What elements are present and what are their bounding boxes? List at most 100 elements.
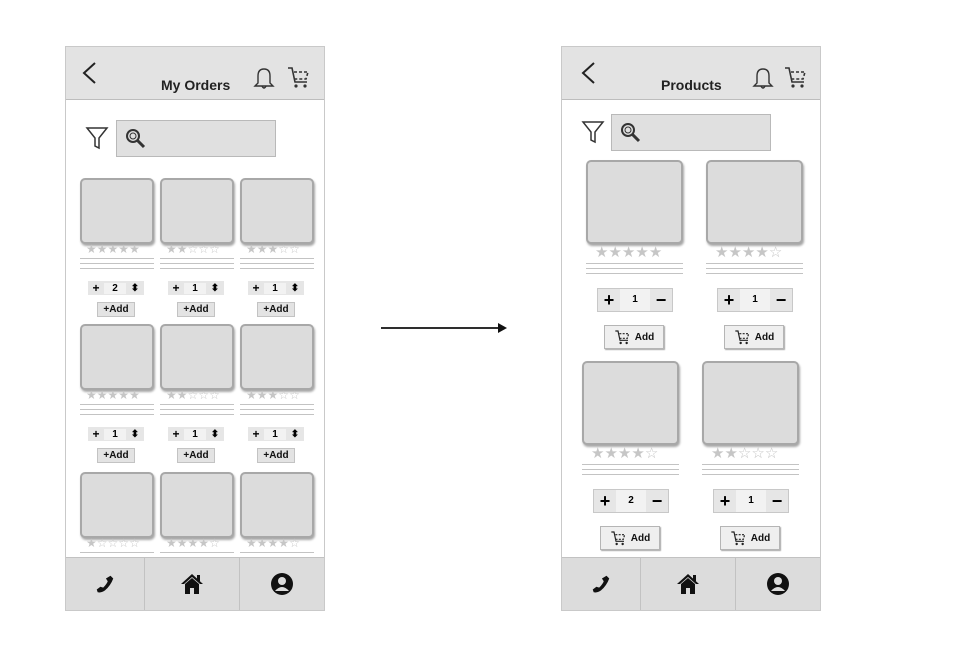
quantity-stepper[interactable]: +1 ⬍ bbox=[168, 427, 224, 441]
decrement-button[interactable]: − bbox=[651, 490, 663, 511]
quantity-stepper[interactable]: +1− bbox=[597, 288, 673, 312]
increment-button[interactable]: + bbox=[719, 490, 731, 511]
description-lines bbox=[240, 552, 314, 557]
increment-button[interactable]: + bbox=[92, 427, 100, 441]
quantity-stepper[interactable]: +1− bbox=[713, 489, 789, 513]
text-line bbox=[582, 474, 679, 475]
product-image[interactable] bbox=[706, 160, 803, 244]
text-line bbox=[80, 414, 154, 415]
star-filled-icon: ★ bbox=[256, 388, 268, 402]
back-icon[interactable] bbox=[577, 60, 603, 86]
bell-icon[interactable] bbox=[252, 65, 276, 91]
product-image[interactable] bbox=[80, 472, 154, 538]
increment-button[interactable]: + bbox=[252, 427, 260, 441]
increment-button[interactable]: + bbox=[92, 281, 100, 295]
description-lines bbox=[240, 404, 314, 419]
decrement-button[interactable]: − bbox=[775, 289, 787, 310]
description-lines bbox=[80, 552, 154, 557]
quantity-value: 1 bbox=[264, 428, 286, 440]
increment-button[interactable]: + bbox=[723, 289, 735, 310]
quantity-stepper[interactable]: +1 ⬍ bbox=[248, 281, 304, 295]
product-image[interactable] bbox=[160, 472, 234, 538]
nav-home[interactable] bbox=[145, 558, 240, 610]
search-input[interactable] bbox=[611, 114, 771, 151]
add-button[interactable]: +Add bbox=[177, 302, 215, 317]
page-title: Products bbox=[661, 77, 722, 93]
back-icon[interactable] bbox=[78, 60, 104, 86]
star-filled-icon: ★ bbox=[755, 244, 769, 261]
star-empty-icon: ☆ bbox=[644, 445, 659, 462]
rating-stars: ★ ★ ☆ ☆ ☆ bbox=[166, 389, 220, 401]
product-image[interactable] bbox=[586, 160, 683, 244]
star-filled-icon: ★ bbox=[176, 388, 188, 402]
product-image[interactable] bbox=[80, 178, 154, 244]
cart-icon bbox=[610, 530, 626, 546]
add-button[interactable]: +Add bbox=[97, 448, 135, 463]
quantity-value: 1 bbox=[736, 490, 766, 512]
bell-icon[interactable] bbox=[751, 65, 775, 91]
nav-call[interactable] bbox=[66, 558, 146, 610]
filter-icon[interactable] bbox=[581, 119, 605, 145]
increment-button[interactable]: + bbox=[599, 490, 611, 511]
product-image[interactable] bbox=[160, 324, 234, 390]
text-line bbox=[706, 268, 803, 269]
cart-icon[interactable] bbox=[286, 65, 310, 91]
star-filled-icon: ★ bbox=[129, 242, 140, 256]
search-input[interactable] bbox=[116, 120, 276, 157]
product-image[interactable] bbox=[240, 472, 314, 538]
text-line bbox=[80, 404, 154, 405]
add-to-cart-button[interactable]: Add bbox=[720, 526, 780, 550]
quantity-stepper[interactable]: +1 ⬍ bbox=[248, 427, 304, 441]
increment-button[interactable]: + bbox=[172, 281, 180, 295]
rating-stars: ★ ★ ☆ ☆ ☆ bbox=[711, 446, 778, 461]
quantity-stepper[interactable]: +1 ⬍ bbox=[168, 281, 224, 295]
sort-arrows-icon[interactable]: ⬍ bbox=[130, 282, 140, 294]
nav-call[interactable] bbox=[562, 558, 642, 610]
add-button[interactable]: +Add bbox=[257, 448, 295, 463]
text-line bbox=[160, 258, 234, 259]
nav-home[interactable] bbox=[641, 558, 736, 610]
sort-arrows-icon[interactable]: ⬍ bbox=[290, 282, 300, 294]
product-image[interactable] bbox=[582, 361, 679, 445]
footer-nav bbox=[562, 557, 820, 610]
star-filled-icon: ★ bbox=[267, 242, 279, 256]
sort-arrows-icon[interactable]: ⬍ bbox=[130, 428, 140, 440]
nav-profile[interactable] bbox=[736, 558, 820, 610]
sort-arrows-icon[interactable]: ⬍ bbox=[290, 428, 300, 440]
quantity-value: 1 bbox=[620, 289, 650, 311]
quantity-stepper[interactable]: +1 ⬍ bbox=[88, 427, 144, 441]
star-filled-icon: ★ bbox=[176, 242, 188, 256]
quantity-stepper[interactable]: +2− bbox=[593, 489, 669, 513]
add-to-cart-button[interactable]: Add bbox=[604, 325, 664, 349]
quantity-stepper[interactable]: +1− bbox=[717, 288, 793, 312]
decrement-button[interactable]: − bbox=[771, 490, 783, 511]
increment-button[interactable]: + bbox=[603, 289, 615, 310]
description-lines bbox=[582, 464, 679, 479]
sort-arrows-icon[interactable]: ⬍ bbox=[210, 282, 220, 294]
add-to-cart-button[interactable]: Add bbox=[724, 325, 784, 349]
sort-arrows-icon[interactable]: ⬍ bbox=[210, 428, 220, 440]
star-filled-icon: ★ bbox=[728, 244, 742, 261]
product-image[interactable] bbox=[240, 178, 314, 244]
product-image[interactable] bbox=[702, 361, 799, 445]
increment-button[interactable]: + bbox=[252, 281, 260, 295]
add-button[interactable]: +Add bbox=[257, 302, 295, 317]
quantity-stepper[interactable]: +2 ⬍ bbox=[88, 281, 144, 295]
add-to-cart-button[interactable]: Add bbox=[600, 526, 660, 550]
product-image[interactable] bbox=[240, 324, 314, 390]
rating-stars: ★ ★ ★ ★ ☆ bbox=[591, 446, 658, 461]
add-button[interactable]: +Add bbox=[177, 448, 215, 463]
text-line bbox=[582, 469, 679, 470]
filter-icon[interactable] bbox=[85, 125, 109, 151]
phone-icon bbox=[96, 575, 114, 593]
add-button[interactable]: +Add bbox=[97, 302, 135, 317]
add-label: Add bbox=[630, 532, 651, 544]
product-image[interactable] bbox=[80, 324, 154, 390]
magnifier-icon bbox=[621, 123, 641, 143]
cart-icon[interactable] bbox=[783, 65, 807, 91]
rating-stars: ★ ★ ★ ★ ☆ bbox=[715, 245, 782, 260]
decrement-button[interactable]: − bbox=[655, 289, 667, 310]
product-image[interactable] bbox=[160, 178, 234, 244]
increment-button[interactable]: + bbox=[172, 427, 180, 441]
nav-profile[interactable] bbox=[240, 558, 324, 610]
